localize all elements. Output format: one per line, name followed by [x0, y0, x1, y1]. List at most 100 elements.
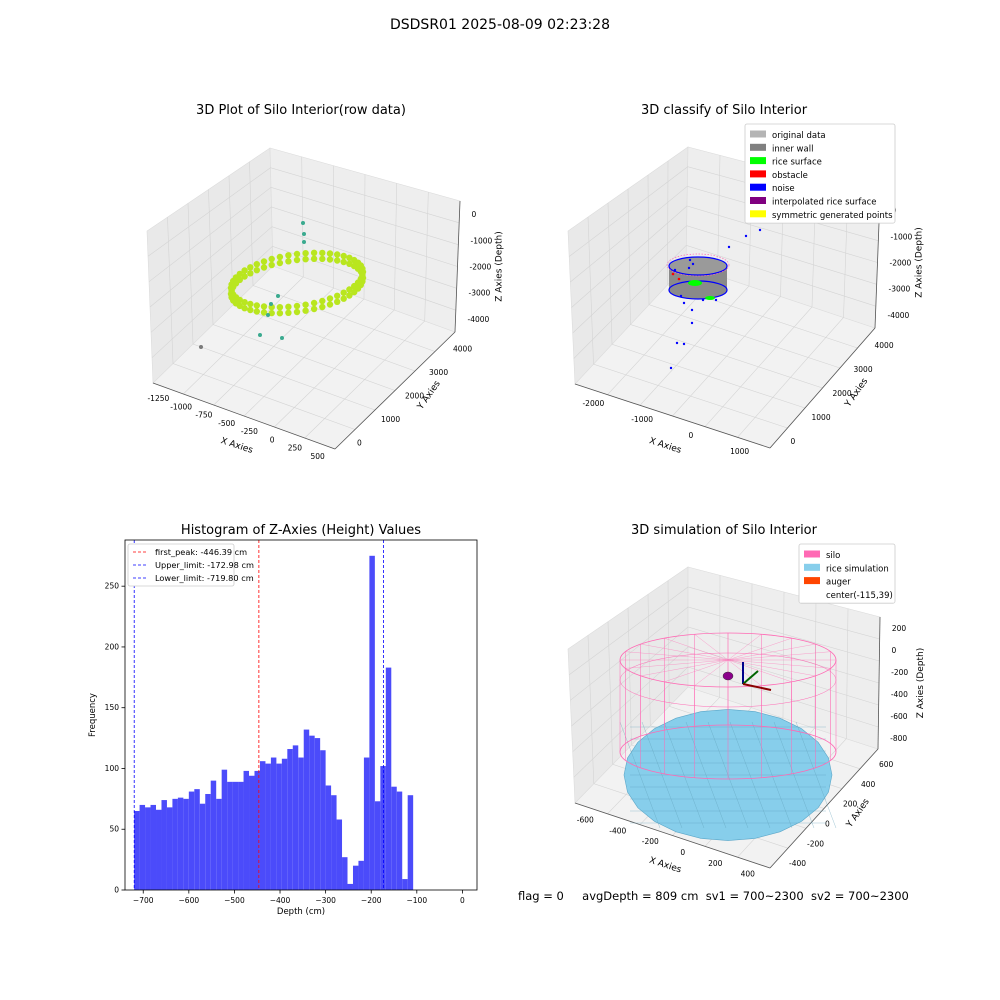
p1-x-tick-label: -1250: [147, 394, 169, 403]
p3-histogram-bar: [391, 786, 397, 890]
p4-z-tick-label: -200: [891, 668, 908, 677]
p4-center-axis-y: [742, 670, 759, 685]
p2-legend-swatch: [750, 197, 766, 204]
p4-z-axis-label: Z Axies (Depth): [916, 648, 926, 719]
p2-legend-label: rice surface: [772, 158, 822, 168]
p2-noise-point: [701, 298, 705, 302]
p3-histogram-bar: [385, 667, 392, 890]
status-avg-depth: avgDepth = 809 cm: [582, 889, 699, 903]
p4-silo-lid-spoke: [727, 659, 762, 686]
p1-y-tick-label: 0: [357, 438, 362, 447]
p3-histogram-bar: [281, 758, 288, 890]
p3-legend-box: [127, 543, 235, 587]
p1-data-point: [326, 256, 334, 263]
p3-y-tick-label: 50: [109, 825, 119, 834]
p3-x-tick-label: −500: [224, 896, 245, 905]
p4-silo-lid-spoke: [727, 638, 792, 661]
p4-x-axis-label: X Axies: [648, 856, 683, 876]
p2-legend-swatch: [750, 183, 766, 191]
p3-histogram-bar: [298, 757, 304, 890]
p4-legend-box: [798, 543, 896, 604]
p1-data-point: [260, 303, 268, 310]
p3-histogram-bar: [249, 775, 255, 890]
p1-data-point: [268, 255, 275, 263]
p1-x-tick-label: -750: [195, 411, 212, 420]
p1-grid-z: [147, 167, 460, 257]
p2-noise-point: [688, 258, 692, 262]
p2-obstacle-point: [671, 272, 675, 276]
p2-noise-point: [744, 234, 748, 238]
p3-histogram-bar: [369, 555, 375, 890]
p4-rice-mesh: [795, 721, 837, 829]
p2-noise-point: [691, 262, 695, 266]
p3-histogram-bar: [347, 883, 353, 890]
figure-suptitle: DSDSR01 2025-08-09 02:23:28: [389, 17, 610, 33]
p4-z-axis-line: [877, 616, 881, 750]
p4-legend-swatch: [804, 577, 820, 585]
p4-silo-lid-spoke: [727, 659, 831, 669]
p1-data-point: [241, 267, 248, 274]
p4-y-tick-label: 600: [879, 760, 894, 769]
p4-x-tick-label: -400: [609, 826, 626, 835]
p2-noise-point: [675, 341, 679, 345]
p3-y-tick-label: 250: [105, 582, 120, 591]
p1-x-tick-label: 250: [288, 444, 303, 453]
panel4-title: 3D simulation of Silo Interior: [631, 523, 817, 538]
panel2-3d-plot: -2000-100001000010002000300040000-1000-2…: [567, 123, 925, 456]
p1-data-point: [326, 301, 334, 308]
p1-z-axis-line: [454, 200, 461, 333]
p1-outlier-point: [302, 232, 306, 236]
p1-data-point: [285, 303, 292, 310]
p2-legend-box: [744, 123, 896, 224]
p1-data-point: [310, 255, 318, 262]
p1-data-point: [253, 302, 260, 309]
p3-x-tick-label: −300: [315, 896, 336, 905]
p2-x-axis-line: [574, 383, 771, 449]
p4-rice-mesh: [773, 721, 815, 829]
p3-x-tick-label: −200: [361, 896, 382, 905]
panel4-3d-plot: -600 -400 -200 0 200 400 -400 -200 0 200 400 600 200…: [567, 543, 926, 879]
p3-histogram-bar: [161, 800, 167, 890]
p2-y-tick-label: 1000: [812, 413, 831, 422]
p1-outlier-point: [276, 294, 280, 298]
p3-y-axis-label: Frequency: [88, 693, 98, 737]
p1-z-tick-label: -4000: [468, 315, 490, 324]
p1-data-point: [319, 303, 326, 311]
p4-legend-swatch: [804, 550, 820, 558]
p1-data-point: [326, 250, 334, 257]
p4-silo-lid-spoke: [727, 651, 831, 661]
p1-data-point: [293, 250, 301, 258]
p1-data-point: [340, 252, 347, 260]
p4-auger: [722, 671, 734, 681]
p2-noise-point: [682, 301, 686, 305]
p1-y-tick-label: 3000: [429, 368, 448, 377]
p2-legend-label: obstacle: [772, 171, 808, 181]
p1-outlier-point: [302, 240, 306, 244]
panel3-histogram: −700 −600 −500 −400 −300 −200 −100 0 0 50 100 150 20…: [88, 539, 478, 917]
p4-x-tick-label: 0: [680, 848, 685, 857]
p1-x-axis-label: X Axies: [219, 436, 254, 456]
p1-outlier-point: [301, 221, 305, 225]
p3-x-axis-label: Depth (cm): [277, 907, 325, 917]
p1-data-point: [236, 270, 243, 278]
p1-data-point: [268, 309, 275, 317]
p1-data-point: [319, 297, 326, 305]
p1-y-axis-line: [334, 331, 456, 450]
p3-x-tick-label: 0: [460, 896, 465, 905]
p2-noise-point: [669, 366, 673, 370]
p4-silo-lid-spoke: [694, 659, 729, 686]
p1-data-point: [253, 267, 260, 274]
p3-axes-frame: [124, 539, 478, 891]
p3-histogram-bar: [254, 770, 260, 890]
p4-legend-label: auger: [826, 578, 851, 588]
p1-x-tick-label: -500: [218, 419, 235, 428]
p2-x-tick-label: 1000: [730, 447, 749, 456]
p2-legend-label: symmetric generated points: [772, 211, 893, 221]
p1-data-point: [334, 251, 341, 258]
p3-histogram-bar: [276, 763, 282, 890]
p2-legend-label: interpolated rice surface: [772, 198, 877, 208]
p3-y-tick-label: 100: [105, 764, 120, 773]
p4-rice-mesh: [729, 721, 771, 829]
p3-histogram-bar: [216, 798, 222, 890]
